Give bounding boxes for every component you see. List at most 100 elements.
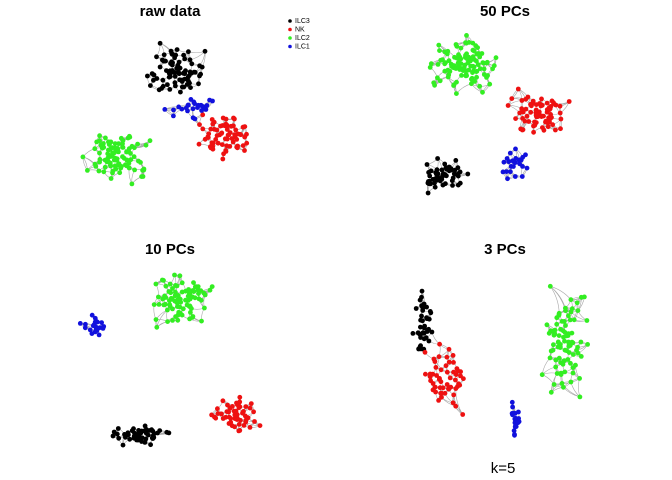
node — [575, 350, 581, 356]
node — [512, 432, 517, 437]
node — [188, 85, 193, 90]
node — [439, 167, 445, 173]
node — [172, 293, 178, 299]
node — [571, 317, 577, 323]
node — [548, 348, 554, 354]
node — [141, 166, 147, 172]
node — [433, 389, 438, 395]
node — [512, 174, 518, 179]
node — [563, 308, 568, 314]
node — [533, 107, 539, 113]
node — [224, 123, 230, 129]
node — [552, 331, 557, 337]
node — [179, 312, 185, 318]
node — [435, 75, 440, 81]
node — [202, 48, 208, 54]
node — [157, 428, 163, 433]
node — [426, 170, 431, 175]
node — [195, 284, 201, 289]
node — [570, 352, 576, 357]
node — [466, 54, 472, 60]
node — [547, 283, 553, 289]
node — [491, 63, 497, 69]
node — [574, 300, 580, 306]
node — [432, 82, 437, 88]
node — [544, 100, 550, 106]
node — [555, 344, 561, 350]
node — [93, 164, 99, 169]
node — [226, 409, 232, 415]
node — [157, 40, 163, 46]
node — [567, 317, 573, 323]
node — [160, 277, 165, 283]
node — [220, 416, 226, 421]
node — [434, 373, 439, 378]
node — [227, 144, 233, 149]
node — [435, 62, 441, 67]
node — [229, 136, 235, 141]
node — [118, 164, 123, 169]
node — [455, 182, 461, 188]
node — [127, 436, 133, 442]
node — [198, 288, 204, 293]
node — [153, 281, 159, 287]
node — [426, 338, 432, 344]
node — [191, 99, 197, 105]
node — [96, 332, 102, 338]
node — [466, 40, 472, 45]
node — [439, 394, 444, 400]
node — [174, 47, 180, 52]
legend-label: ILC3 — [295, 18, 310, 25]
node — [438, 367, 444, 373]
node — [439, 390, 444, 396]
node — [450, 400, 456, 406]
node — [457, 57, 462, 62]
node — [532, 122, 538, 128]
node — [148, 83, 153, 88]
node — [513, 146, 518, 152]
node — [570, 340, 576, 346]
node — [136, 158, 141, 164]
node — [410, 331, 416, 336]
node — [442, 390, 448, 396]
node — [132, 167, 138, 173]
node — [453, 377, 458, 383]
node — [164, 68, 169, 73]
panel-title: 3 PCs — [484, 241, 526, 258]
node — [505, 103, 511, 108]
node — [206, 131, 212, 137]
node — [200, 112, 206, 118]
node — [544, 322, 550, 328]
node — [473, 69, 479, 74]
node — [228, 416, 234, 421]
node — [172, 74, 178, 79]
node — [207, 287, 213, 293]
node — [164, 429, 170, 435]
node — [242, 413, 248, 419]
caption: k=5 — [491, 460, 516, 477]
node — [413, 306, 419, 311]
node — [93, 318, 99, 324]
node — [450, 353, 456, 358]
node — [481, 66, 487, 72]
node — [166, 289, 172, 294]
node — [437, 376, 442, 381]
node — [443, 60, 448, 66]
node — [533, 112, 539, 118]
node — [149, 435, 155, 441]
node — [112, 141, 118, 147]
node — [116, 149, 121, 155]
node — [504, 169, 509, 175]
node — [569, 330, 575, 336]
node — [453, 403, 459, 409]
node — [244, 140, 250, 146]
node — [458, 45, 464, 51]
node — [108, 176, 114, 181]
node — [544, 107, 550, 112]
node — [234, 400, 239, 406]
node — [538, 103, 544, 109]
node — [419, 288, 425, 294]
node — [82, 325, 88, 331]
node — [210, 121, 216, 127]
